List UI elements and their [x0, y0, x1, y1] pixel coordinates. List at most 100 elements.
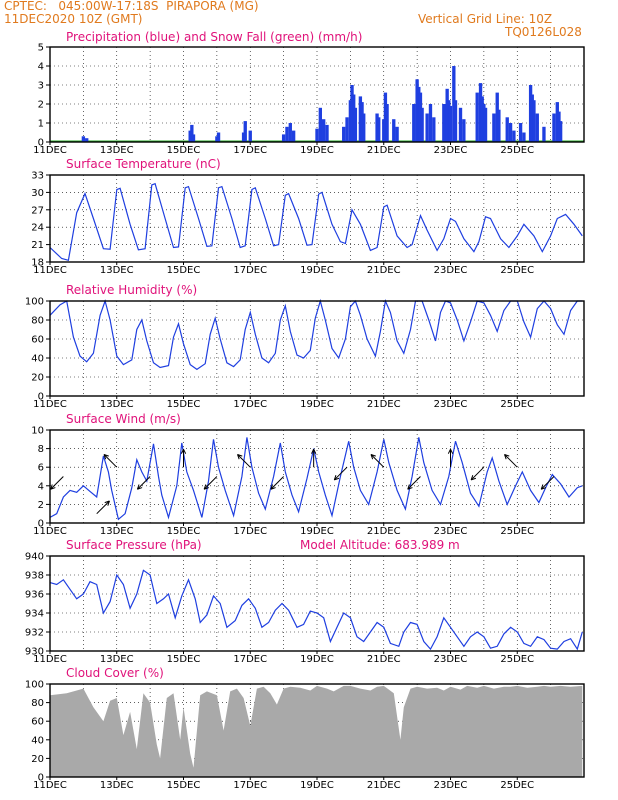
x-date-label: 21DEC [367, 780, 401, 791]
precip-bar [432, 117, 436, 142]
x-date-label: 17DEC [233, 145, 267, 156]
y-tick-label: 40 [31, 735, 44, 746]
precip-bar [281, 134, 286, 142]
wind-arrow-shaft [504, 454, 518, 468]
x-date-label: 15DEC [167, 780, 201, 791]
precip-bar [291, 130, 296, 142]
x-date-label: 25DEC [500, 654, 534, 665]
precip-bar [552, 113, 556, 142]
wind-arrow-shaft [103, 454, 118, 468]
x-date-label: 23DEC [434, 265, 468, 276]
panel-1: 0 1 2 3 4 5 11DEC 13DEC 15DEC 17DEC 19DEC 21DEC 23DE… [33, 30, 585, 156]
x-date-label: 11DEC [33, 780, 67, 791]
x-date-label: 23DEC [434, 526, 468, 537]
x-date-label: 21DEC [367, 265, 401, 276]
panel-6: 0 20 40 60 80 100 11DEC 13DEC 15DEC 17DEC 19DEC 21D… [25, 666, 585, 791]
y-tick-label: 20 [31, 754, 44, 765]
x-date-label: 17DEC [233, 654, 267, 665]
wind-arrow-head [470, 477, 477, 481]
wind-arrow-shaft [270, 476, 284, 490]
x-date-label: 13DEC [100, 399, 134, 410]
y-tick-label: 0 [38, 392, 44, 403]
wind-arrow-head [103, 454, 107, 460]
y-tick-label: 20 [31, 373, 44, 384]
y-tick-label: 938 [25, 571, 44, 582]
x-date-label: 17DEC [233, 399, 267, 410]
wind-arrow-head [183, 448, 187, 454]
wind-arrow-head [237, 454, 240, 460]
precip-bar [190, 124, 194, 142]
y-tick-label: 4 [38, 481, 44, 492]
wind-arrow-head [504, 453, 510, 457]
series-line [49, 437, 583, 521]
wind-arrow-head [407, 487, 413, 490]
precip-bar [85, 138, 89, 142]
y-tick-label: 30 [31, 188, 44, 199]
precip-bar [453, 100, 458, 142]
header-grid-note: Vertical Grid Line: 10Z [418, 12, 553, 26]
wind-arrow [504, 453, 518, 468]
precip-bar [412, 104, 416, 142]
x-date-label: 13DEC [100, 780, 134, 791]
header-date: 11DEC2020 10Z (GMT) [4, 12, 143, 26]
y-tick-label: 100 [25, 680, 44, 691]
precip-bar [508, 123, 513, 142]
x-date-label: 15DEC [167, 654, 201, 665]
wind-arrow-head [447, 448, 451, 454]
precip-bar [535, 113, 539, 142]
x-date-label: 21DEC [367, 654, 401, 665]
y-tick-label: 3 [38, 81, 44, 92]
x-date-label: 15DEC [167, 399, 201, 410]
precip-bar [532, 100, 536, 142]
precip-bar [392, 119, 396, 142]
x-date-label: 15DEC [167, 145, 201, 156]
series-line [49, 569, 583, 651]
wind-arrow-head [311, 448, 315, 454]
x-date-label: 21DEC [367, 399, 401, 410]
x-date-label: 17DEC [233, 780, 267, 791]
y-tick-label: 2 [38, 500, 44, 511]
x-date-label: 13DEC [100, 145, 134, 156]
precip-bar [492, 113, 496, 142]
precip-bar [342, 126, 346, 142]
precip-bar [462, 119, 466, 142]
y-tick-label: 2 [38, 100, 44, 111]
wind-arrow [203, 476, 218, 490]
wind-arrow-head [540, 484, 544, 490]
y-tick-label: 6 [38, 463, 44, 474]
y-tick-label: 8 [38, 444, 44, 455]
wind-arrow-shaft [237, 454, 251, 468]
precip-bar [495, 92, 499, 142]
precip-bar [81, 136, 86, 142]
y-tick-label: 4 [38, 62, 44, 73]
x-date-label: 19DEC [300, 265, 334, 276]
x-date-label: 21DEC [367, 526, 401, 537]
panel-frame [49, 429, 585, 524]
x-date-label: 25DEC [500, 145, 534, 156]
panel-frame [49, 174, 585, 263]
x-date-label: 13DEC [100, 265, 134, 276]
wind-arrow-head [270, 487, 276, 490]
precip-bar [385, 104, 389, 142]
y-tick-label: 33 [31, 171, 44, 182]
panel-title: Precipitation (blue) and Snow Fall (gree… [66, 30, 362, 44]
precip-bar [248, 130, 252, 142]
wind-arrow-head [270, 484, 274, 490]
wind-arrow-shaft [203, 476, 218, 490]
wind-arrow-head [203, 484, 207, 490]
x-date-label: 19DEC [300, 526, 334, 537]
x-date-label: 19DEC [300, 654, 334, 665]
precip-bar [322, 119, 326, 142]
precip-bar [288, 123, 292, 142]
y-tick-label: 936 [25, 590, 44, 601]
y-tick-label: 24 [31, 223, 44, 234]
precip-bar [345, 117, 349, 142]
precip-bar [505, 117, 509, 142]
precip-bar [191, 134, 196, 142]
precip-bar [483, 107, 488, 142]
wind-arrow-head [180, 448, 184, 454]
x-date-label: 13DEC [100, 526, 134, 537]
y-tick-label: 80 [31, 316, 44, 327]
wind-arrow-shaft [370, 454, 385, 468]
